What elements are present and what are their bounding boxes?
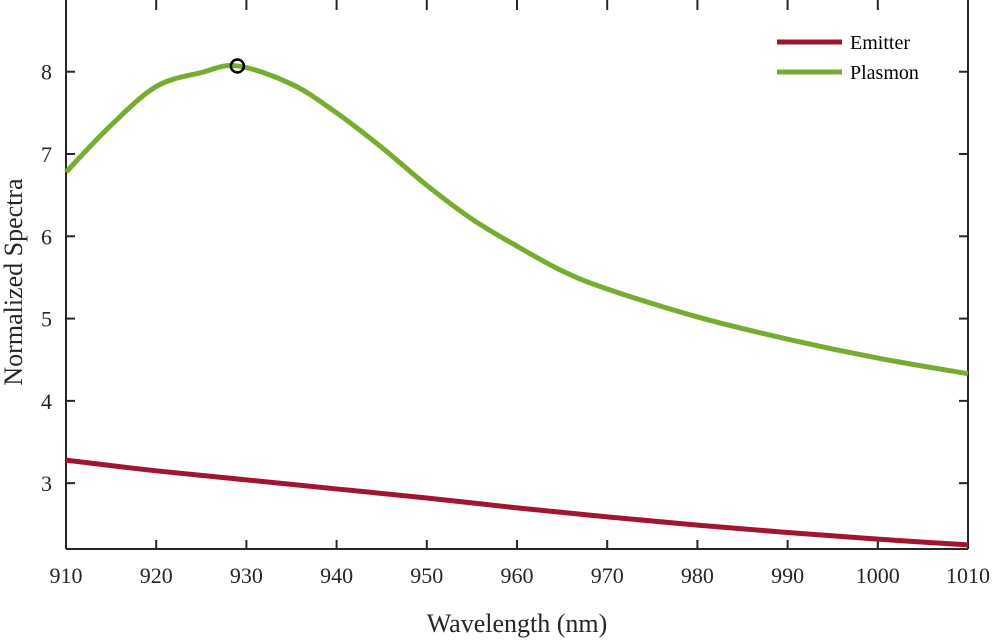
x-tick-label: 980: [681, 563, 714, 588]
x-tick-label: 990: [771, 563, 804, 588]
x-tick-label: 920: [140, 563, 173, 588]
y-tick-label: 8: [41, 60, 52, 85]
x-tick-label: 1010: [946, 563, 990, 588]
x-axis-ticks: 910 920 930 940 950 960 970 980 990 1000 1010: [50, 0, 990, 588]
x-tick-label: 940: [320, 563, 353, 588]
y-axis-ticks: 3 4 5 6 7 8: [41, 60, 968, 496]
legend: Emitter Plasmon: [777, 32, 919, 84]
peak-marker: [229, 58, 246, 74]
x-tick-label: 970: [591, 563, 624, 588]
y-tick-label: 4: [41, 389, 52, 414]
legend-label-plasmon: Plasmon: [850, 62, 919, 84]
y-tick-label: 6: [41, 224, 52, 249]
y-axis-label: Normalized Spectra: [0, 178, 28, 386]
marker-layer: [229, 58, 246, 74]
x-tick-label: 930: [230, 563, 263, 588]
series-layer: [64, 63, 969, 548]
x-tick-label: 960: [501, 563, 534, 588]
x-tick-label: 910: [50, 563, 83, 588]
y-tick-label: 7: [41, 142, 52, 167]
x-tick-label: 950: [410, 563, 443, 588]
x-axis-label: Wavelength (nm): [427, 609, 608, 638]
legend-label-emitter: Emitter: [850, 32, 910, 54]
y-tick-label: 3: [41, 471, 52, 496]
series-line-emitter: [65, 457, 969, 548]
y-tick-label: 5: [41, 307, 52, 332]
x-tick-label: 1000: [856, 563, 900, 588]
axes-frame: [65, 0, 969, 550]
series-line-plasmon: [64, 63, 969, 377]
